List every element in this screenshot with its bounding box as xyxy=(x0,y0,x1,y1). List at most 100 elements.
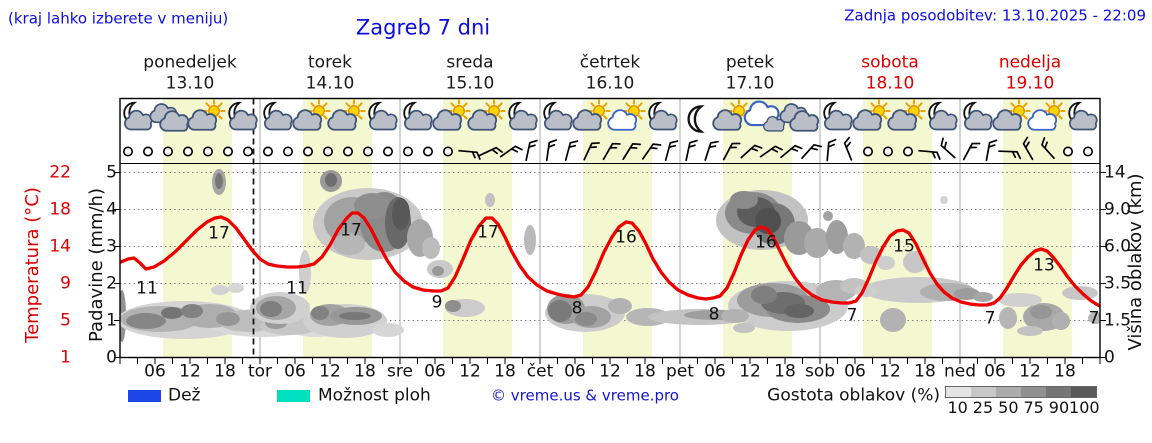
day-name: ponedeljek xyxy=(143,52,237,73)
x-axis-hour-tick: 18 xyxy=(774,361,796,382)
temperature-axis-title: Temperatura (°C) xyxy=(22,187,43,343)
day-date: 19.10 xyxy=(1005,73,1055,94)
sun-cloud-icon xyxy=(992,99,1031,131)
page-title: Zagreb 7 dni xyxy=(355,15,491,40)
wind-barb-icon xyxy=(962,142,981,161)
calm-wind-icon xyxy=(123,146,134,157)
wind-barb-icon xyxy=(583,142,601,161)
moon-cloud-icon xyxy=(403,101,433,131)
precip-axis-tick: 5 xyxy=(106,162,117,182)
day-name: nedelja xyxy=(998,52,1062,73)
cloud-density-scale-value: 25 xyxy=(972,398,994,417)
x-axis-hour-tick: 18 xyxy=(494,361,516,382)
moon-cloud-icon xyxy=(508,101,538,131)
temp-axis-tick: 9 xyxy=(60,273,71,293)
cloud-density-scale-value: 90 xyxy=(1048,398,1070,417)
wind-barb-icon xyxy=(843,136,853,161)
wind-barb-icon xyxy=(478,146,503,157)
x-axis-hour-tick: 12 xyxy=(459,361,481,382)
moon-cloud-icon xyxy=(368,101,398,131)
sun-cloud-icon xyxy=(887,99,926,131)
x-axis-hour-tick: 12 xyxy=(739,361,761,382)
sun-cloud-icon xyxy=(292,99,331,131)
wind-barb-icon xyxy=(998,150,1022,160)
tmax-label: 16 xyxy=(615,227,637,248)
calm-wind-icon xyxy=(143,146,154,157)
calm-wind-icon xyxy=(342,146,353,157)
cloud-height-axis-tick: 3.5 xyxy=(1104,273,1132,293)
sun-cloud-icon xyxy=(467,99,506,131)
calm-wind-icon xyxy=(282,146,293,157)
wind-barb-icon xyxy=(759,145,783,158)
x-axis-day-tick: pet xyxy=(666,361,694,382)
x-axis-hour-tick: 06 xyxy=(144,361,166,382)
tmax-label: 16 xyxy=(755,232,777,253)
wind-barb-icon xyxy=(1041,137,1055,160)
cloud-icon xyxy=(779,103,820,132)
cloud-density-scale xyxy=(945,386,1097,398)
x-axis-hour-tick: 18 xyxy=(914,361,936,382)
precip-axis-tick: 4 xyxy=(106,199,117,219)
sun-cloud-icon xyxy=(187,99,226,131)
x-axis-day-tick: čet xyxy=(526,361,554,382)
day-date: 18.10 xyxy=(865,73,915,94)
temp-axis-tick: 1 xyxy=(60,347,71,367)
tmin-label: 9 xyxy=(431,292,443,313)
cloud-height-axis-tick: 9.0 xyxy=(1104,199,1132,219)
calm-wind-icon xyxy=(882,146,893,157)
moon-cloud-icon xyxy=(228,101,258,131)
wind-barb-icon xyxy=(602,142,621,161)
tmax-label: 13 xyxy=(1033,255,1055,276)
precip-axis-tick: 0 xyxy=(106,347,117,367)
temp-axis-tick: 5 xyxy=(60,310,71,330)
x-axis-hour-tick: 12 xyxy=(879,361,901,382)
cloud-density-legend-label: Gostota oblakov (%) xyxy=(767,385,940,406)
cloud-density-scale-segment xyxy=(971,387,996,397)
wind-barb-icon xyxy=(985,139,998,162)
cloud-density-scale-segment xyxy=(1046,387,1071,397)
wind-barb-icon xyxy=(722,142,741,161)
day-name: sreda xyxy=(446,52,494,73)
calm-wind-icon xyxy=(402,146,413,157)
day-date: 16.10 xyxy=(585,73,635,94)
day-date: 13.10 xyxy=(165,73,215,94)
x-axis-hour-tick: 12 xyxy=(1019,361,1041,382)
sun-cloud-icon xyxy=(572,99,611,131)
cloud-shading xyxy=(120,169,1100,342)
cloud-density-scale-segment xyxy=(996,387,1021,397)
tmax-label: 17 xyxy=(208,223,230,244)
moon-cloud-icon xyxy=(543,101,573,131)
moon-cloud-icon xyxy=(263,101,293,131)
cloud-height-axis-tick: 6.0 xyxy=(1104,236,1132,256)
x-axis-hour-tick: 06 xyxy=(704,361,726,382)
day-name: sobota xyxy=(861,52,919,73)
calm-wind-icon xyxy=(183,146,194,157)
calm-wind-icon xyxy=(223,146,234,157)
calm-wind-icon xyxy=(302,146,313,157)
x-axis-hour-tick: 06 xyxy=(284,361,306,382)
showers-legend-label: Možnost ploh xyxy=(318,385,431,406)
tmin-label: 7 xyxy=(846,305,858,326)
sun-cloud-icon xyxy=(712,99,751,131)
wind-barb-icon xyxy=(525,139,538,162)
x-axis-hour-tick: 06 xyxy=(984,361,1006,382)
moon-cloud-icon xyxy=(963,101,993,131)
cloud-density-scale-segment xyxy=(1021,387,1046,397)
cloud-density-scale-value: 100 xyxy=(1069,398,1100,417)
sun-cloud-icon xyxy=(852,99,891,131)
tmax-label: 17 xyxy=(477,222,499,243)
credit-link[interactable]: © vreme.us & vreme.pro xyxy=(491,386,679,405)
calm-wind-icon xyxy=(1063,146,1074,157)
precip-axis-tick: 1 xyxy=(106,310,117,330)
sun-white-cloud-icon xyxy=(1027,99,1066,131)
x-axis-hour-tick: 12 xyxy=(179,361,201,382)
tmin-label: 8 xyxy=(708,304,720,325)
wind-barb-icon xyxy=(622,143,641,160)
moon-cloud-icon xyxy=(123,101,153,131)
wind-barb-icon xyxy=(499,145,523,158)
chart-frame xyxy=(114,97,1106,364)
wind-barb-icon xyxy=(704,140,719,161)
wind-barb-icon xyxy=(740,144,763,159)
wind-barb-icon xyxy=(545,139,558,162)
